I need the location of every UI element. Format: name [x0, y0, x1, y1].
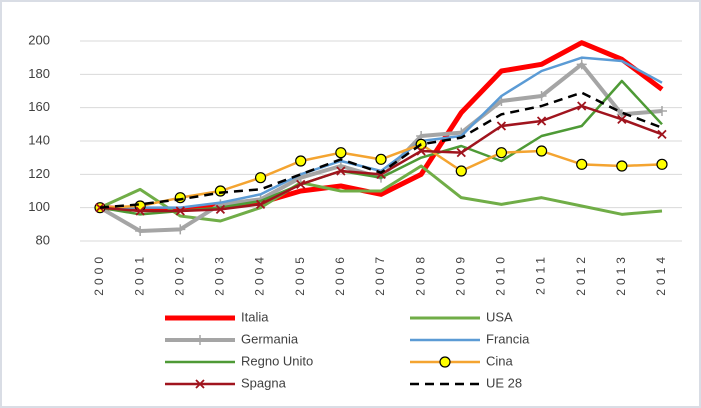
point	[576, 158, 588, 170]
x-tick-label: 2014	[654, 253, 668, 296]
legend-label: USA	[486, 309, 513, 324]
point	[135, 226, 146, 236]
point	[535, 145, 548, 157]
x-tick-label: 2006	[333, 253, 347, 296]
series-line	[100, 56, 663, 209]
point	[255, 199, 266, 209]
x-tick-label: 2000	[92, 253, 106, 296]
point	[495, 147, 508, 159]
point	[254, 172, 267, 184]
legend-label: Spagna	[241, 375, 287, 390]
series-line	[99, 164, 663, 223]
y-tick-label: 200	[28, 32, 50, 47]
x-tick-label: 2011	[534, 253, 548, 295]
point	[375, 153, 387, 165]
point	[577, 101, 587, 111]
point	[135, 206, 145, 216]
legend-label: Francia	[486, 331, 530, 346]
x-tick-label: 2001	[132, 253, 146, 296]
series-line	[99, 40, 664, 212]
legend-marker	[195, 335, 205, 345]
point	[617, 114, 627, 124]
x-tick-label: 2005	[293, 253, 307, 296]
series-line	[99, 91, 663, 209]
legend-label: UE 28	[486, 375, 522, 390]
y-tick-label: 140	[28, 132, 50, 147]
point	[335, 147, 347, 159]
x-tick-label: 2002	[172, 253, 186, 296]
point	[175, 206, 185, 216]
x-tick-label: 2010	[494, 253, 508, 296]
point	[496, 121, 507, 131]
point	[296, 179, 306, 189]
x-tick-label: 2013	[614, 253, 628, 296]
point	[616, 160, 628, 172]
point	[536, 91, 547, 101]
point	[174, 192, 186, 204]
point	[295, 155, 307, 167]
y-tick-label: 160	[28, 99, 50, 114]
point	[455, 165, 467, 177]
y-tick-label: 80	[36, 232, 50, 247]
x-tick-label: 2003	[213, 253, 227, 296]
point	[215, 204, 226, 214]
point	[456, 148, 466, 158]
point	[416, 146, 426, 156]
legend-label: Cina	[486, 353, 514, 368]
point	[335, 161, 346, 171]
y-tick-label: 120	[28, 166, 50, 181]
point	[657, 129, 667, 139]
legend-marker	[439, 356, 451, 368]
x-tick-label: 2009	[453, 253, 467, 296]
legend-label: Germania	[241, 331, 299, 346]
x-tick-label: 2007	[373, 253, 387, 296]
point	[336, 166, 346, 176]
legend-label: Italia	[241, 309, 269, 324]
point	[95, 203, 105, 213]
point	[214, 185, 227, 197]
x-tick-label: 2008	[413, 253, 427, 296]
y-tick-label: 100	[28, 199, 50, 214]
x-tick-label: 2004	[253, 253, 267, 296]
y-tick-label: 180	[28, 66, 50, 81]
point	[657, 106, 667, 116]
point	[656, 158, 668, 170]
point	[175, 224, 186, 235]
legend-label: Regno Unito	[241, 353, 313, 368]
point	[536, 116, 547, 126]
legend-marker	[195, 379, 205, 389]
point	[576, 59, 587, 70]
x-tick-label: 2012	[574, 253, 588, 296]
